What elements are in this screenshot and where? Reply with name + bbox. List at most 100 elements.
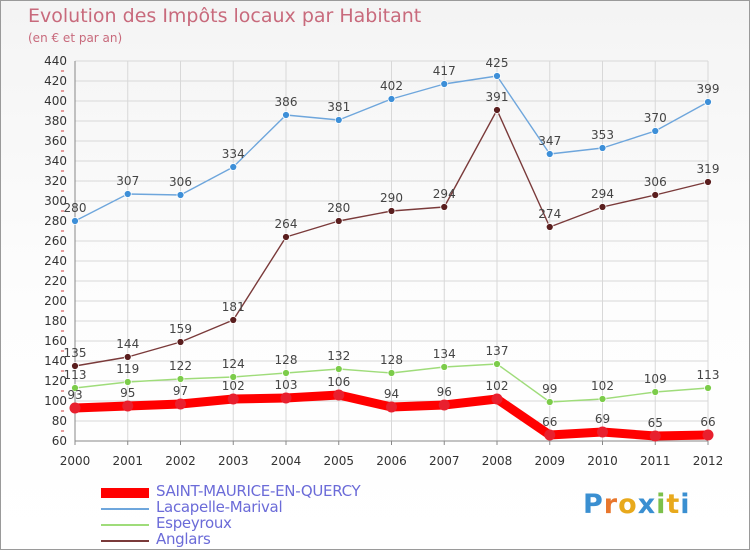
y-tick-label: 440 <box>44 54 67 68</box>
data-label: 122 <box>169 359 192 373</box>
y-tick-label: 360 <box>44 134 67 148</box>
data-label: 399 <box>697 82 720 96</box>
y-tick-label: 400 <box>44 94 67 108</box>
data-point <box>493 72 501 80</box>
data-label: 119 <box>116 362 139 376</box>
data-point <box>71 362 79 370</box>
data-point <box>493 360 501 368</box>
data-label: 307 <box>116 174 139 188</box>
x-tick-label: 2008 <box>482 454 513 468</box>
data-point <box>123 190 132 198</box>
x-tick-label: 2005 <box>323 454 354 468</box>
data-point <box>704 178 712 186</box>
data-point <box>386 401 397 413</box>
x-tick-label: 2009 <box>534 454 565 468</box>
legend-swatch <box>101 488 149 498</box>
data-point <box>71 217 79 225</box>
data-label: 135 <box>64 346 87 360</box>
data-point <box>71 384 79 392</box>
data-point <box>176 338 185 346</box>
logo-letter: x <box>637 489 657 520</box>
data-point <box>334 365 343 373</box>
x-tick-label: 2006 <box>376 454 407 468</box>
y-tick-label: 280 <box>44 214 67 228</box>
data-label: 181 <box>222 300 245 314</box>
data-point <box>229 316 238 324</box>
x-tick-label: 2000 <box>60 454 91 468</box>
y-tick-label: 380 <box>44 114 67 128</box>
grid <box>74 60 709 442</box>
data-point <box>387 207 396 215</box>
legend-label: Lacapelle-Marival <box>156 498 283 516</box>
data-label: 306 <box>169 175 192 189</box>
data-label: 280 <box>327 201 350 215</box>
data-point <box>598 395 607 403</box>
data-label: 294 <box>591 187 614 201</box>
data-point <box>175 398 186 410</box>
data-label: 94 <box>384 387 399 401</box>
x-tick-label: 2001 <box>112 454 143 468</box>
data-point <box>334 217 343 225</box>
y-tick-label: 140 <box>44 354 67 368</box>
y-tick-label: 200 <box>44 294 67 308</box>
data-label: 66 <box>700 415 715 429</box>
data-label: 97 <box>173 384 188 398</box>
data-point <box>123 378 132 386</box>
data-label: 113 <box>697 368 720 382</box>
series-lines <box>69 72 714 442</box>
y-tick-label: 100 <box>44 394 67 408</box>
data-point <box>282 233 290 241</box>
data-label: 159 <box>169 322 192 336</box>
x-tick-label: 2010 <box>587 454 618 468</box>
data-point <box>651 127 660 135</box>
legend-label: Anglars <box>156 530 211 548</box>
y-tick-label: 80 <box>52 414 67 428</box>
logo-letter: o <box>618 489 638 520</box>
data-point <box>440 203 449 211</box>
data-point <box>176 191 185 199</box>
data-label: 280 <box>64 201 87 215</box>
data-label: 128 <box>380 353 403 367</box>
data-point <box>440 80 449 88</box>
logo-letter: i <box>656 489 667 520</box>
data-point <box>440 363 449 371</box>
data-label: 65 <box>648 416 663 430</box>
y-tick-label: 60 <box>52 434 67 448</box>
data-label: 93 <box>67 388 82 402</box>
data-point <box>702 429 714 441</box>
data-label: 294 <box>433 187 456 201</box>
data-label: 137 <box>486 344 509 358</box>
data-label: 128 <box>275 353 298 367</box>
axes: 6080100120140160180200220240260280300320… <box>44 54 723 468</box>
y-tick-label: 220 <box>44 274 67 288</box>
data-label: 134 <box>433 347 456 361</box>
data-label: 347 <box>538 134 561 148</box>
data-label: 274 <box>538 207 561 221</box>
data-point <box>176 375 185 383</box>
data-label: 102 <box>591 379 614 393</box>
data-label: 69 <box>595 412 610 426</box>
data-label: 109 <box>644 372 667 386</box>
data-label: 425 <box>486 56 509 70</box>
y-tick-label: 160 <box>44 334 67 348</box>
data-point <box>438 399 450 411</box>
data-label: 402 <box>380 79 403 93</box>
data-label: 106 <box>327 375 350 389</box>
data-point <box>334 116 343 124</box>
data-label: 102 <box>222 379 245 393</box>
logo-letter: P <box>583 489 604 520</box>
data-point <box>227 393 239 405</box>
data-label: 290 <box>380 191 403 205</box>
data-point <box>123 353 132 361</box>
data-label: 381 <box>327 100 350 114</box>
data-label: 66 <box>542 415 557 429</box>
data-point <box>544 429 556 441</box>
data-label: 144 <box>116 337 139 351</box>
data-label: 132 <box>327 349 350 363</box>
data-label: 102 <box>486 379 509 393</box>
x-tick-label: 2007 <box>429 454 460 468</box>
data-label: 306 <box>644 175 667 189</box>
data-point <box>282 111 290 119</box>
chart-subtitle: (en € et par an) <box>28 31 123 45</box>
data-point <box>598 203 607 211</box>
